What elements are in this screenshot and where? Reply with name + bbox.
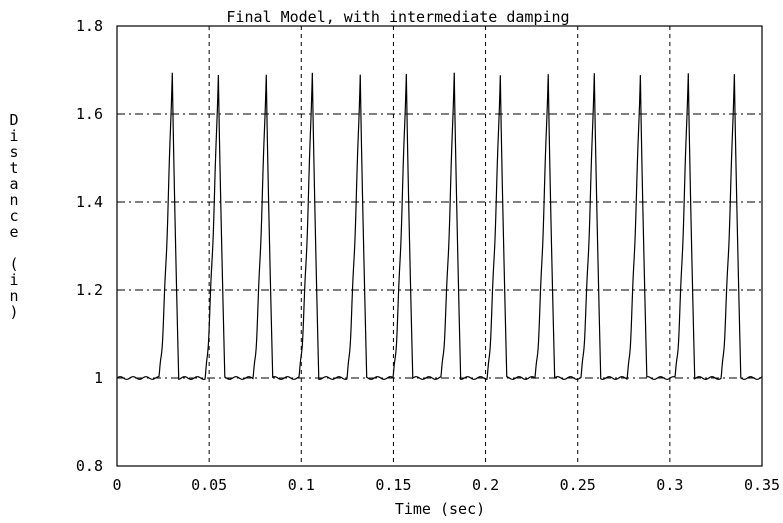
- x-tick-label: 0.25: [560, 476, 596, 494]
- series-line-0: [116, 72, 763, 381]
- x-tick-label: 0: [112, 476, 121, 494]
- x-tick-label: 0.15: [375, 476, 411, 494]
- y-axis-label-char: a: [9, 175, 19, 193]
- chart-title: Final Model, with intermediate damping: [226, 8, 569, 26]
- x-tick-labels: 0 0.05 0.1 0.15 0.2 0.25 0.3 0.35: [112, 476, 780, 494]
- y-axis-label-char: [6, 240, 22, 256]
- y-axis-label-char: c: [9, 207, 19, 225]
- y-axis-label-char: n: [9, 287, 19, 305]
- y-tick-label: 1.4: [76, 193, 103, 211]
- y-axis-label-char: n: [9, 191, 19, 209]
- y-tick-label: 1.2: [76, 281, 103, 299]
- x-tick-label: 0.1: [288, 476, 315, 494]
- x-tick-label: 0.35: [744, 476, 780, 494]
- y-axis-label-char: i: [9, 271, 19, 289]
- y-tick-labels: 0.8 1 1.2 1.4 1.6 1.8: [76, 17, 103, 475]
- y-tick-label: 1.8: [76, 17, 103, 35]
- x-tick-label: 0.3: [656, 476, 683, 494]
- x-tick-label: 0.05: [191, 476, 227, 494]
- y-axis-label-char: t: [9, 159, 19, 177]
- y-axis-label-char: i: [9, 127, 19, 145]
- y-axis-label-char: (: [9, 255, 19, 273]
- y-axis-label-char: D: [9, 111, 19, 129]
- y-tick-label: 1.6: [76, 105, 103, 123]
- y-tick-label: 1: [94, 369, 103, 387]
- x-axis-label: Time (sec): [395, 500, 485, 518]
- grid-lines: [117, 26, 762, 466]
- y-tick-label: 0.8: [76, 457, 103, 475]
- x-tick-label: 0.2: [472, 476, 499, 494]
- y-axis-label-char: ): [9, 303, 19, 321]
- y-axis-label-char: e: [9, 223, 19, 241]
- plot-area: [116, 25, 763, 467]
- y-axis-label-char: s: [9, 143, 19, 161]
